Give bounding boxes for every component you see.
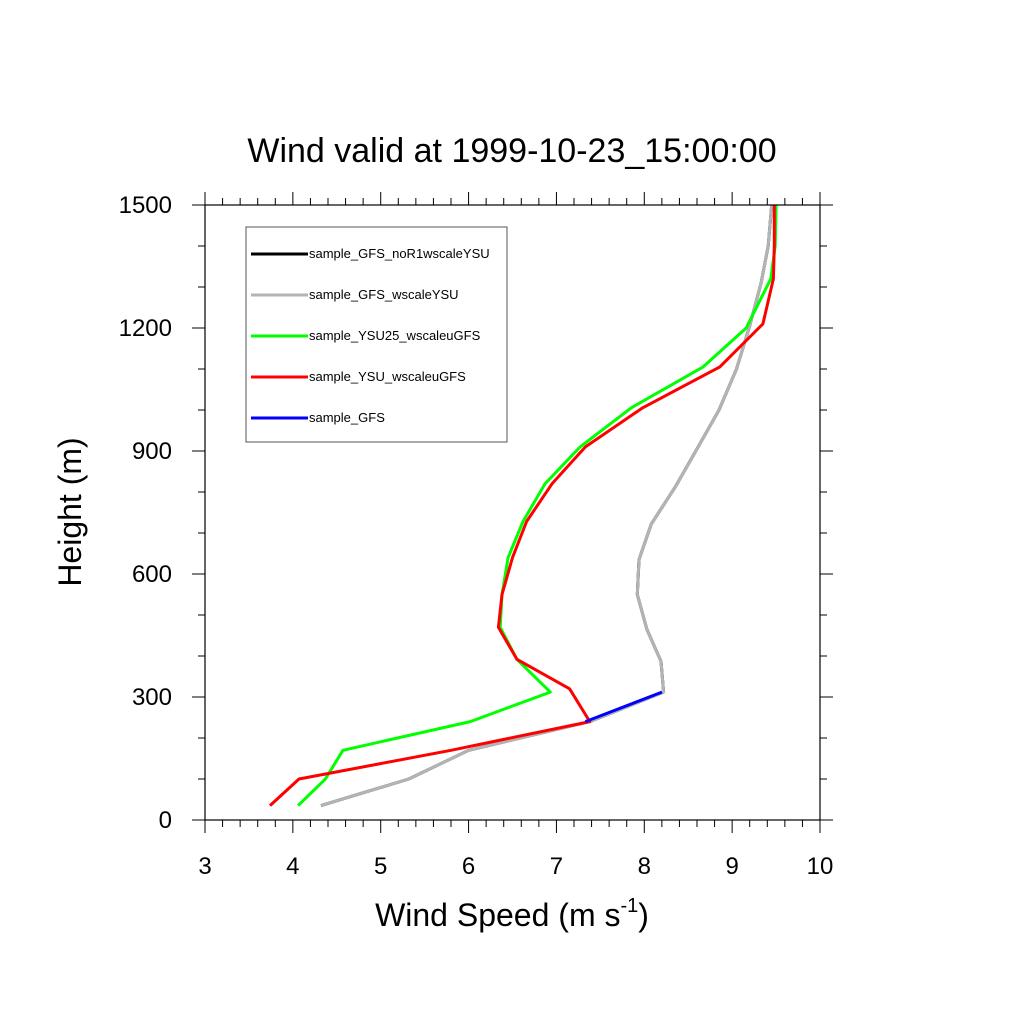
y-axis-title: Height (m) — [52, 437, 88, 586]
x-axis-title: Wind Speed (m s-1) — [375, 895, 649, 933]
y-tick-label: 300 — [132, 684, 172, 711]
x-tick-label: 7 — [550, 853, 563, 880]
y-tick-label: 600 — [132, 561, 172, 588]
series-line-sample_GFS — [584, 690, 663, 723]
x-tick-label: 10 — [807, 853, 834, 880]
x-tick-label: 5 — [374, 853, 387, 880]
axis-ticks — [192, 192, 833, 833]
legend-label: sample_YSU25_wscaleuGFS — [309, 328, 481, 343]
y-tick-label: 1200 — [119, 315, 172, 342]
chart-title: Wind valid at 1999-10-23_15:00:00 — [247, 132, 776, 170]
y-tick-label: 0 — [159, 807, 172, 834]
y-tick-label: 1500 — [119, 192, 172, 219]
tick-labels: 3 4 5 6 7 8 9 10 0 300 600 900 1200 1500 — [119, 192, 834, 880]
plot-frame — [204, 204, 821, 821]
legend-label: sample_GFS — [309, 410, 385, 425]
x-tick-label: 9 — [725, 853, 738, 880]
x-tick-label: 8 — [638, 853, 651, 880]
x-tick-label: 6 — [462, 853, 475, 880]
legend: sample_GFS_noR1wscaleYSU sample_GFS_wscal… — [245, 226, 508, 443]
legend-label: sample_GFS_noR1wscaleYSU — [309, 246, 490, 261]
series-line-sample_YSU_wscaleuGFS — [268, 205, 776, 807]
series-lines — [268, 204, 778, 808]
legend-label: sample_GFS_wscaleYSU — [309, 287, 459, 302]
x-tick-label: 4 — [286, 853, 299, 880]
legend-label: sample_YSU_wscaleuGFS — [309, 369, 466, 384]
x-tick-label: 3 — [198, 853, 211, 880]
y-tick-label: 900 — [132, 438, 172, 465]
series-line-sample_YSU25_wscaleuGFS — [297, 204, 778, 807]
